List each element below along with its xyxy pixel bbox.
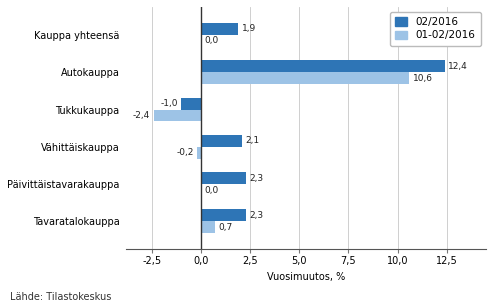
Text: 10,6: 10,6: [413, 74, 433, 83]
Text: -2,4: -2,4: [133, 111, 150, 120]
Bar: [201, 209, 246, 221]
Text: 2,1: 2,1: [246, 136, 260, 145]
Text: 2,3: 2,3: [250, 174, 264, 183]
Legend: 02/2016, 01-02/2016: 02/2016, 01-02/2016: [390, 12, 481, 46]
Bar: [197, 147, 201, 159]
Bar: [201, 221, 215, 233]
Text: 2,3: 2,3: [250, 211, 264, 220]
Bar: [201, 60, 445, 72]
Bar: [201, 135, 242, 147]
Text: 1,9: 1,9: [242, 24, 256, 33]
Text: -1,0: -1,0: [160, 99, 178, 108]
Text: -0,2: -0,2: [176, 148, 194, 157]
Bar: [201, 72, 409, 84]
Bar: [154, 109, 201, 121]
Text: 12,4: 12,4: [448, 62, 468, 71]
Text: 0,7: 0,7: [218, 223, 233, 232]
Text: Lähde: Tilastokeskus: Lähde: Tilastokeskus: [10, 292, 111, 302]
Text: 0,0: 0,0: [205, 36, 219, 45]
Text: 0,0: 0,0: [205, 185, 219, 195]
X-axis label: Vuosimuutos, %: Vuosimuutos, %: [267, 272, 345, 282]
Bar: [181, 98, 201, 109]
Bar: [201, 23, 238, 35]
Bar: [201, 172, 246, 184]
